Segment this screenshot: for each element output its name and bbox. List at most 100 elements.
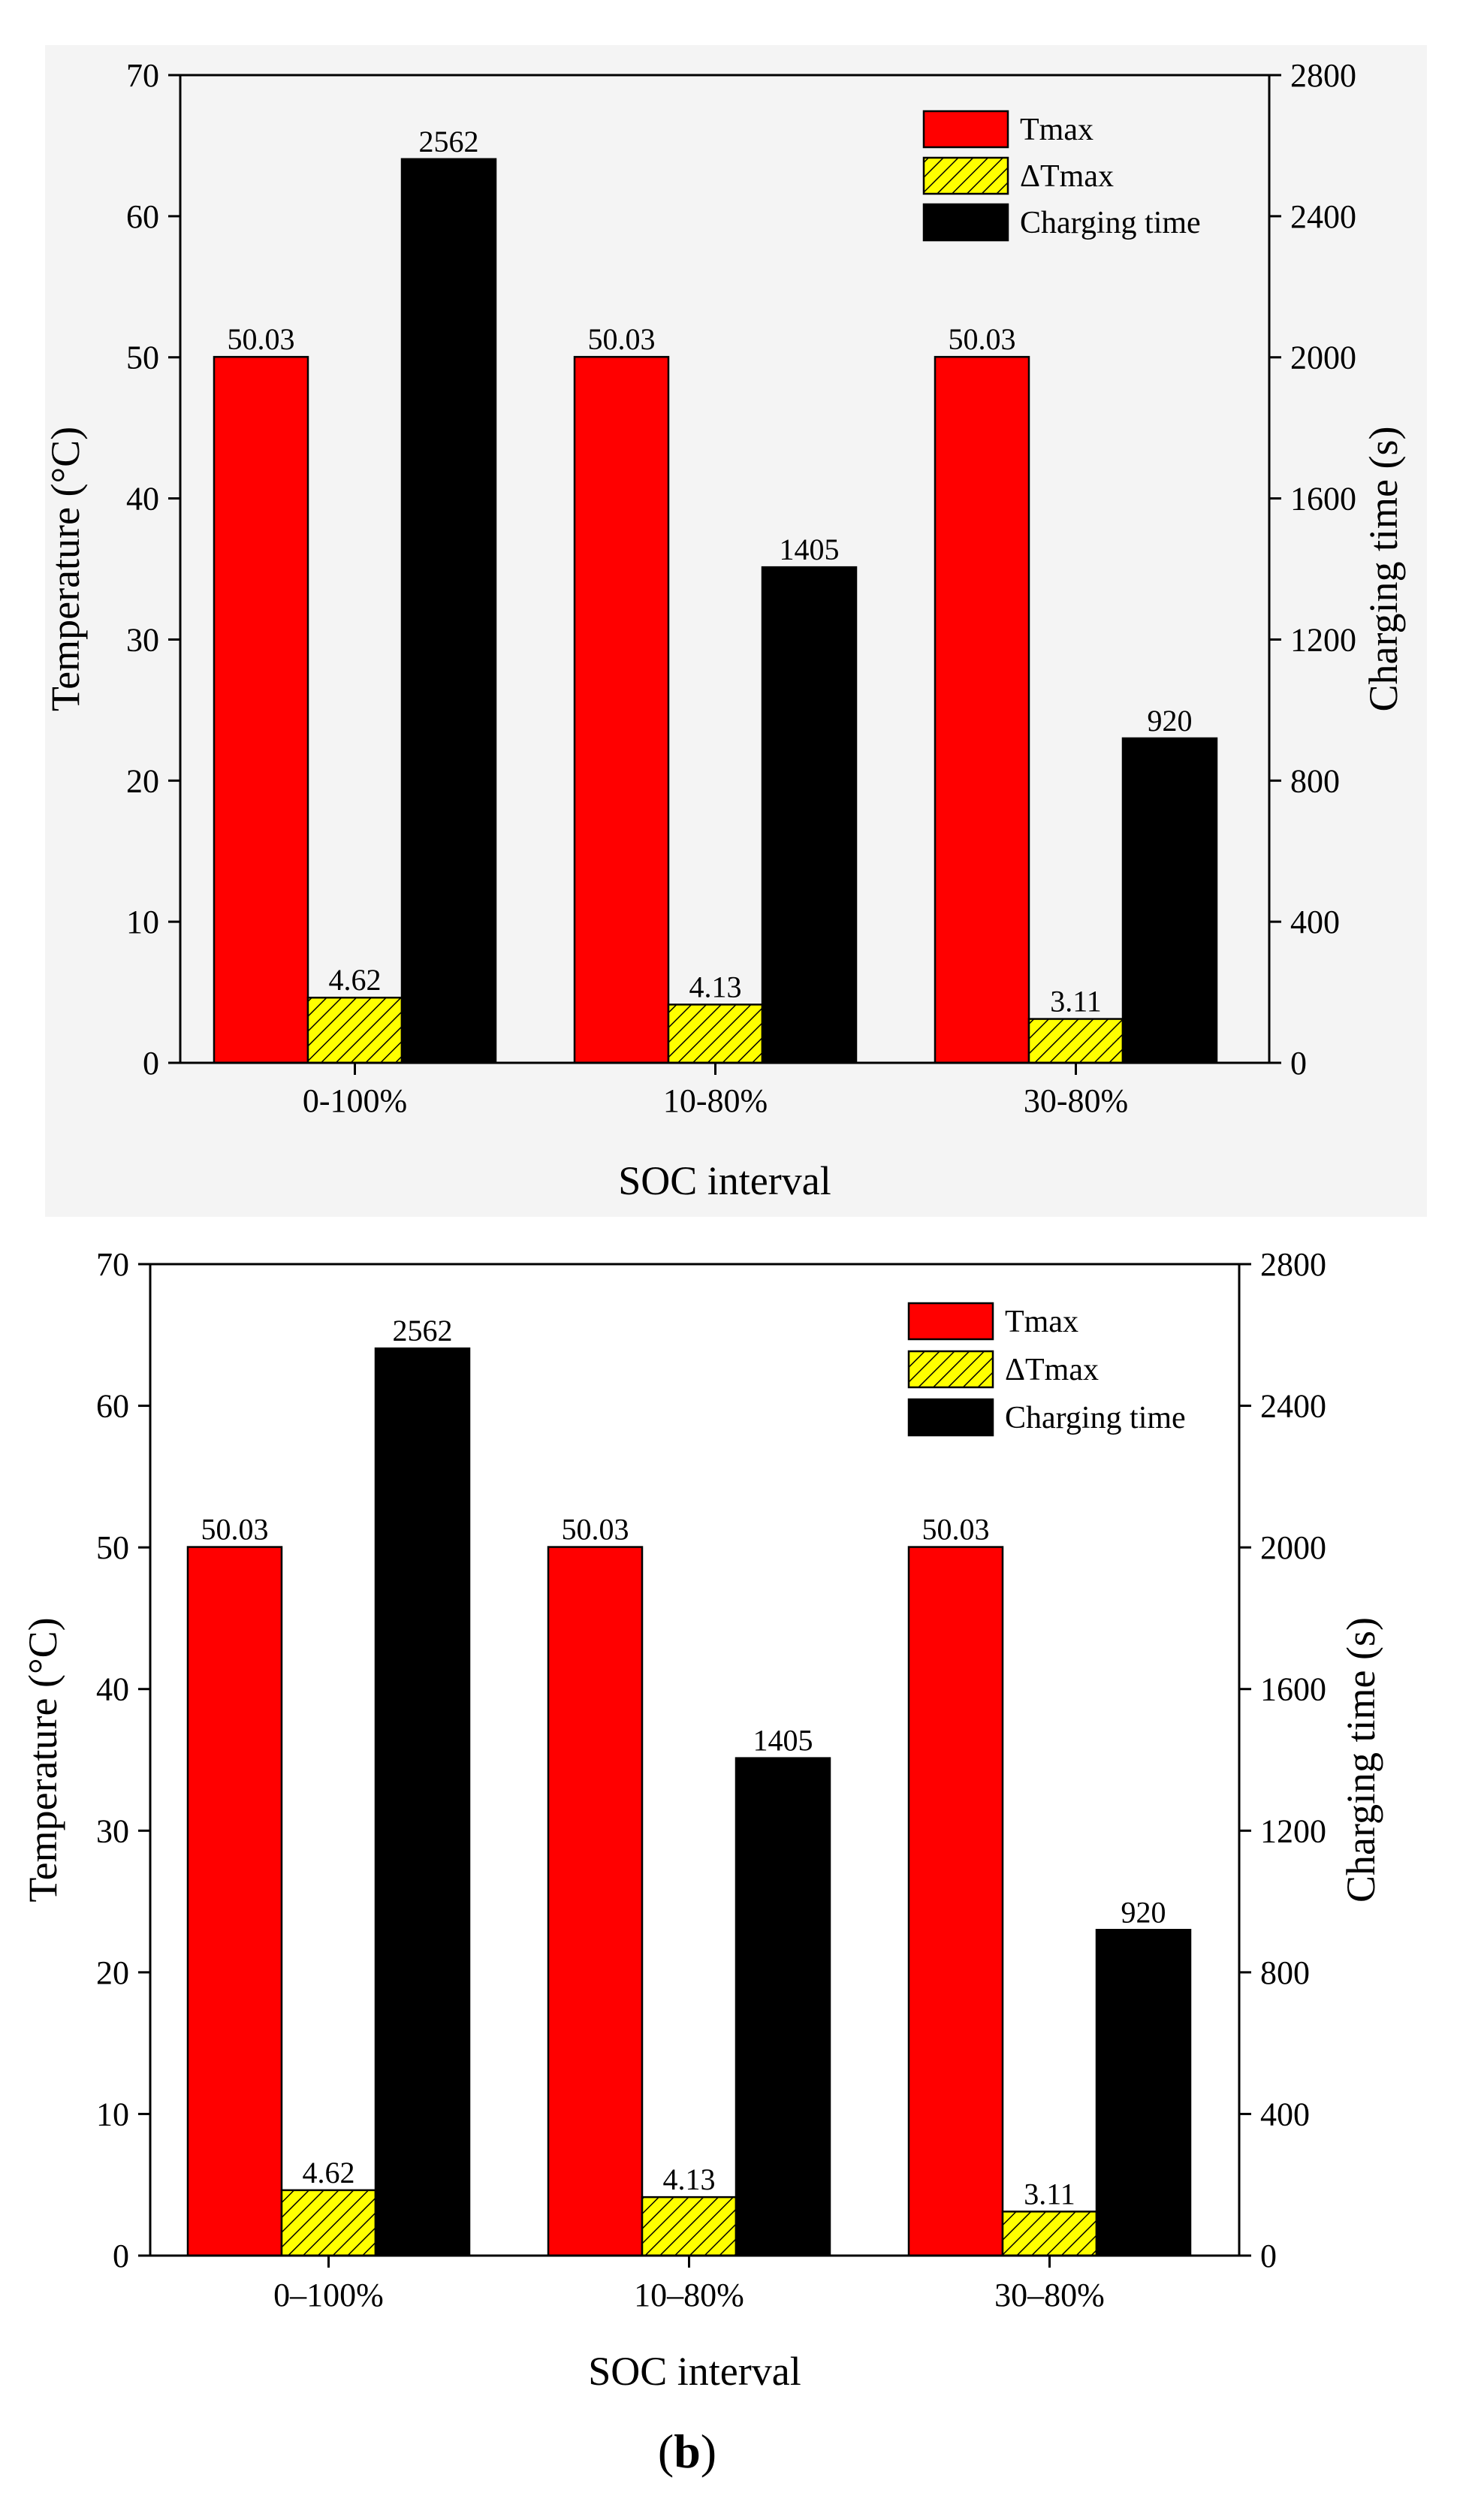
panel-b-bar-chargingtime-2 <box>1095 1929 1192 2257</box>
panel-b-y-axis-title: Temperature (°C) <box>20 1617 65 1902</box>
panel-b-data-label-tmax-1: 50.03 <box>562 1513 629 1547</box>
panel-a-bar-tmax-0 <box>306 996 403 1064</box>
panel-b-right-tick-label: 0 <box>1260 2238 1277 2274</box>
panel-b-legend-label: Charging time <box>1005 1401 1186 1435</box>
panel-b-data-label-chargingtime-1: 1405 <box>753 1724 813 1758</box>
panel-a-legend-swatch-tmax <box>922 110 1009 149</box>
panel-b-right-tick-label: 2400 <box>1260 1388 1326 1425</box>
panel-a-data-label-tmax-1: 50.03 <box>588 322 656 356</box>
panel-a-y2-axis-title: Charging time (s) <box>1361 427 1406 712</box>
panel-a-right-tick-label: 1600 <box>1290 481 1356 518</box>
panel-b-x-tick-label: 0–100% <box>273 2277 384 2313</box>
panel-a-right-tick-label: 2400 <box>1290 198 1356 235</box>
panel-a-y-axis-title: Temperature (°C) <box>43 427 88 711</box>
panel-a-left-tick-label: 0 <box>143 1045 159 1082</box>
panel-b-bar-tmax-2 <box>1001 2211 1098 2257</box>
panel-a-right-tick-label: 400 <box>1290 904 1340 940</box>
panel-b-panel-letter: (b) <box>658 2425 716 2478</box>
panel-a-right-tick-label: 800 <box>1290 762 1340 799</box>
panel-b-left-tick-label: 0 <box>113 2238 129 2274</box>
panel-b-right-tick-label: 2800 <box>1260 1246 1326 1283</box>
panel-a-data-label-tmax-0: 50.03 <box>228 322 295 356</box>
panel-a-data-label-chargingtime-1: 1405 <box>780 533 840 566</box>
panel-b-right-tick-label: 800 <box>1260 1954 1310 1991</box>
panel-b-bar-chargingtime-0 <box>374 1347 471 2257</box>
panel-b-data-label-tmax-0: 4.62 <box>303 2156 355 2190</box>
panel-a-bar-tmax-2 <box>1027 1018 1124 1064</box>
panel-b-left-tick-label: 60 <box>96 1388 129 1425</box>
panel-a-x-tick-label: 30-80% <box>1024 1082 1128 1119</box>
panel-b-left-tick-label: 30 <box>96 1812 129 1849</box>
panel-a-data-label-tmax-0: 4.62 <box>329 963 382 997</box>
panel-b-panel-letter-value: b <box>674 2425 701 2478</box>
panel-a-legend-swatch-tmax <box>922 156 1009 195</box>
panel-a-right-tick-label: 2000 <box>1290 340 1356 376</box>
panel-a-x-tick-label: 0-100% <box>303 1082 407 1119</box>
panel-a-data-label-chargingtime-2: 920 <box>1148 704 1193 738</box>
panel-a-data-label-tmax-1: 4.13 <box>689 970 742 1003</box>
panel-b-x-axis-title: SOC interval <box>588 2349 801 2394</box>
panel-b-left-tick-label: 40 <box>96 1671 129 1708</box>
panel-b-x-tick-label: 10–80% <box>634 2277 744 2313</box>
panel-b-data-label-chargingtime-0: 2562 <box>393 1314 453 1348</box>
panel-b-right-tick-label: 1200 <box>1260 1812 1326 1849</box>
panel-b-legend-label: Tmax <box>1005 1305 1078 1339</box>
panel-a-bar-tmax-2 <box>934 355 1030 1064</box>
panel-b-data-label-tmax-0: 50.03 <box>201 1513 269 1547</box>
panel-a-legend: Tmax ΔTmax Charging time <box>922 110 1201 242</box>
panel-b-bar-tmax-0 <box>186 1546 283 2257</box>
panel-b-bar-tmax-1 <box>547 1546 644 2257</box>
panel-b-left-tick-label: 50 <box>96 1529 129 1566</box>
panel-a-x-axis-title: SOC interval <box>618 1158 831 1203</box>
panel-b-legend-swatch-tmax <box>907 1350 994 1389</box>
panel-b-y2-axis-title: Charging time (s) <box>1338 1617 1383 1903</box>
panel-a-bar-tmax-0 <box>213 355 309 1064</box>
panel-a-data-label-tmax-2: 3.11 <box>1050 985 1102 1019</box>
panel-a-chart: 50.03 4.62 2562 0-100% 50.03 4.13 1405 10-80% 50… <box>43 57 1406 1203</box>
panel-b-bar-tmax-1 <box>641 2196 738 2257</box>
panel-b-plot-frame <box>149 1263 1241 2257</box>
panel-b-chart: 50.03 4.62 2562 0–100% 50.03 4.13 1405 10–80% 50… <box>20 1246 1383 2478</box>
panel-a-plot-frame <box>179 74 1271 1064</box>
panel-b-legend: Tmax ΔTmax Charging time <box>907 1302 1186 1437</box>
panel-a-right-tick-label: 2800 <box>1290 57 1356 94</box>
panel-b-data-label-tmax-1: 4.13 <box>663 2162 716 2196</box>
panel-a-left-tick-label: 70 <box>126 57 159 94</box>
panel-a-bar-chargingtime-2 <box>1121 737 1218 1064</box>
panel-a-right-tick-label: 0 <box>1290 1045 1307 1082</box>
panel-b-legend-swatch-tmax <box>907 1302 994 1341</box>
panel-b-bar-tmax-2 <box>907 1546 1004 2257</box>
panel-a-data-label-tmax-2: 50.03 <box>949 322 1016 356</box>
panel-b-data-label-tmax-2: 3.11 <box>1024 2177 1075 2211</box>
panel-b-data-label-chargingtime-2: 920 <box>1121 1895 1166 1929</box>
panel-a-right-tick-label: 1200 <box>1290 621 1356 658</box>
panel-a-left-tick-label: 40 <box>126 481 159 518</box>
panel-a-legend-swatch-chargingtime <box>922 203 1009 242</box>
panel-a-legend-label: Tmax <box>1020 113 1093 147</box>
panel-a-legend-label: Charging time <box>1020 206 1201 240</box>
panel-b-left-tick-label: 70 <box>96 1246 129 1283</box>
panel-b-right-tick-label: 2000 <box>1260 1529 1326 1566</box>
panel-b-data-label-tmax-2: 50.03 <box>922 1513 990 1547</box>
panel-b-bar-chargingtime-1 <box>735 1757 831 2257</box>
panel-a-bar-chargingtime-1 <box>761 566 858 1064</box>
panel-a-bar-tmax-1 <box>667 1003 764 1064</box>
panel-b-left-tick-label: 20 <box>96 1954 129 1991</box>
panel-a-left-tick-label: 20 <box>126 762 159 799</box>
panel-a-left-tick-label: 10 <box>126 904 159 940</box>
panel-b-left-tick-label: 10 <box>96 2096 129 2132</box>
panel-b-bar-tmax-0 <box>280 2189 377 2257</box>
panel-a-legend-label: ΔTmax <box>1020 159 1114 194</box>
panel-a-left-tick-label: 30 <box>126 621 159 658</box>
panel-a-bar-tmax-1 <box>573 355 670 1064</box>
panel-a-left-tick-label: 60 <box>126 198 159 235</box>
panel-b-legend-swatch-chargingtime <box>907 1398 994 1437</box>
panel-a-bar-chargingtime-0 <box>400 158 497 1064</box>
panel-b-x-tick-label: 30–80% <box>994 2277 1105 2313</box>
panel-b-right-tick-label: 1600 <box>1260 1671 1326 1708</box>
panel-a-x-tick-label: 10-80% <box>663 1082 768 1119</box>
panel-a-data-label-chargingtime-0: 2562 <box>419 125 479 158</box>
panel-b-legend-label: ΔTmax <box>1005 1353 1099 1387</box>
panel-b-right-tick-label: 400 <box>1260 2096 1310 2132</box>
